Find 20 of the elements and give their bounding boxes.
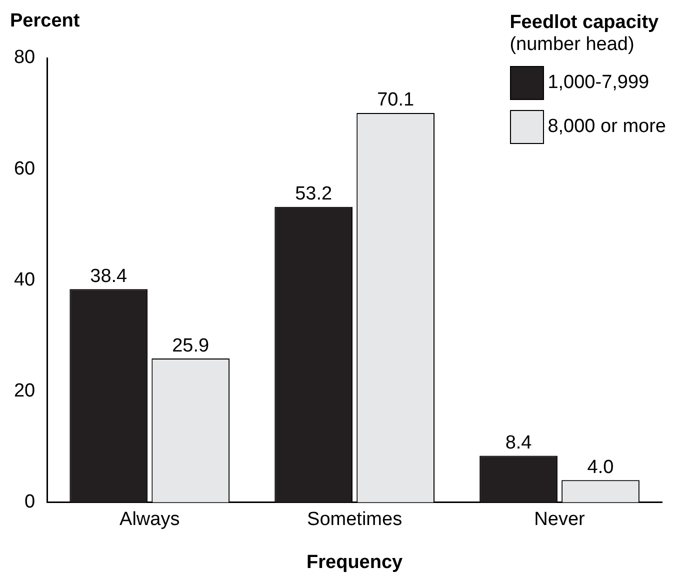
legend-label: 8,000 or more xyxy=(548,116,666,138)
y-tick-label: 40 xyxy=(14,269,36,290)
x-axis-title: Frequency xyxy=(306,552,404,573)
data-label: 4.0 xyxy=(587,456,614,478)
text: (number head) xyxy=(510,34,636,56)
x-tick-label: Never xyxy=(534,509,586,530)
data-label: 53.2 xyxy=(295,184,332,205)
data-label: 70.1 xyxy=(377,90,414,111)
data-label: 38.4 xyxy=(90,266,128,287)
y-tick-label: 80 xyxy=(14,47,36,68)
legend-label: 1,000-7,999 xyxy=(548,72,650,94)
data-label: 25.9 xyxy=(172,335,210,356)
x-tick-label: Always xyxy=(120,509,180,530)
y-axis-title: Percent xyxy=(10,10,80,32)
y-tick-label: 60 xyxy=(14,158,36,180)
y-tick-label: 20 xyxy=(14,380,36,402)
data-label: 8.4 xyxy=(505,432,532,454)
legend-title: Feedlot capacity xyxy=(510,12,660,34)
x-tick-label: Sometimes xyxy=(307,509,402,530)
y-tick-label: 0 xyxy=(24,492,36,513)
